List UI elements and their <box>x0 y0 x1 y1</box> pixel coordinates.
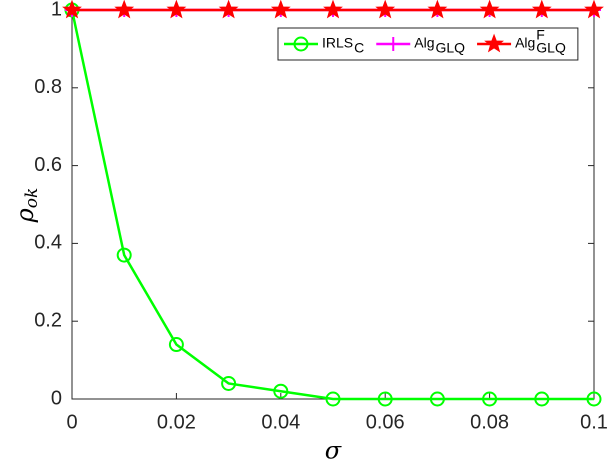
legend-marker <box>386 37 401 51</box>
y-axis-label-sub: ok <box>22 188 42 209</box>
marker <box>323 0 343 19</box>
marker <box>531 0 552 19</box>
marker <box>221 375 237 391</box>
marker <box>427 0 448 19</box>
x-tick-label: 0.04 <box>261 411 300 433</box>
legend-label-sup: F <box>536 27 545 43</box>
marker <box>584 0 604 19</box>
x-tick-label: 0.02 <box>157 411 196 433</box>
legend-label: Alg <box>414 35 434 51</box>
legend-label-sub: GLQ <box>435 40 465 56</box>
legend-label-sub: GLQ <box>536 40 566 56</box>
marker <box>114 0 135 19</box>
marker <box>586 391 602 407</box>
marker <box>273 383 289 399</box>
y-tick-label: 0.2 <box>34 309 62 331</box>
x-axis-label: σ <box>325 437 342 465</box>
legend-label: IRLS <box>322 35 353 51</box>
marker <box>479 0 500 19</box>
marker <box>166 0 187 19</box>
x-tick-label: 0.08 <box>470 411 509 433</box>
marker <box>270 0 291 19</box>
marker <box>375 0 396 19</box>
marker <box>62 0 82 19</box>
marker <box>482 391 498 407</box>
x-tick-label: 0 <box>66 411 77 433</box>
x-tick-label: 0.06 <box>366 411 405 433</box>
y-axis-label: ρok <box>11 188 42 224</box>
marker <box>534 391 550 407</box>
y-tick-label: 0 <box>51 387 62 409</box>
legend-marker <box>293 36 309 52</box>
plot-area <box>71 9 595 400</box>
y-axis-label-base: ρ <box>11 208 39 223</box>
y-tick-label: 0.6 <box>34 154 62 176</box>
legend-label-sub: C <box>354 40 364 56</box>
series-line <box>70 9 594 401</box>
legend-box <box>277 27 579 61</box>
marker <box>116 247 132 263</box>
y-tick-label: 0.8 <box>34 76 62 98</box>
marker <box>218 0 239 19</box>
marker <box>168 337 184 353</box>
x-tick-label: 0.1 <box>580 411 608 433</box>
legend-label: Alg <box>515 35 535 51</box>
y-tick-label: 1 <box>51 0 62 20</box>
legend-marker <box>484 33 504 53</box>
marker <box>429 391 445 407</box>
y-tick-label: 0.4 <box>34 232 62 254</box>
marker <box>325 391 341 407</box>
marker <box>377 391 393 407</box>
